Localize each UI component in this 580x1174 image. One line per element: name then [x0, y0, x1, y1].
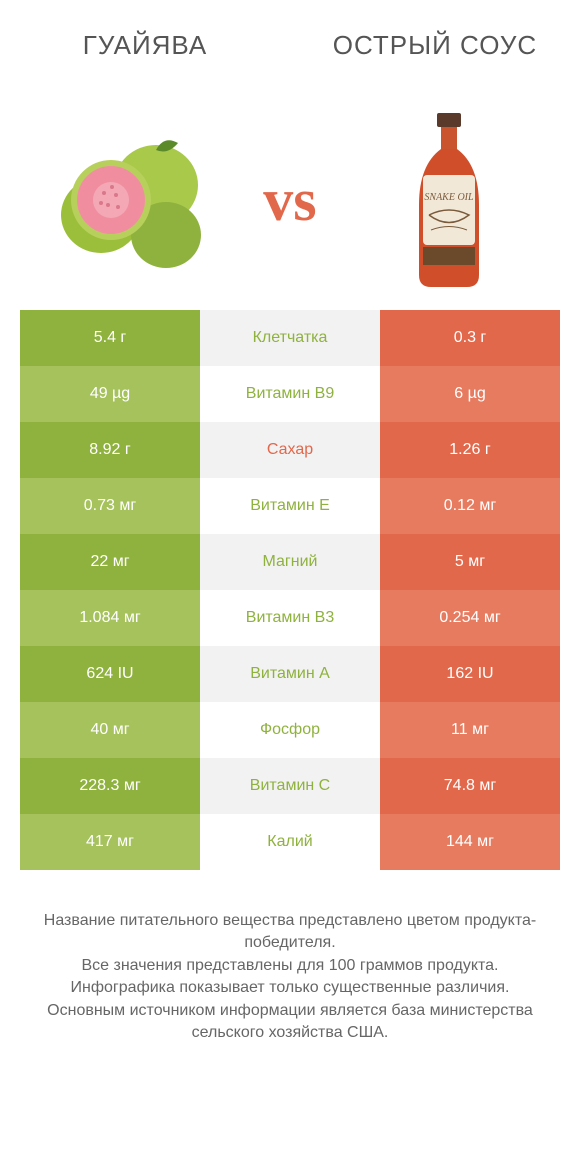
right-value: 11 мг — [380, 702, 560, 758]
left-value: 228.3 мг — [20, 758, 200, 814]
left-value: 0.73 мг — [20, 478, 200, 534]
right-value: 0.12 мг — [380, 478, 560, 534]
table-row: 1.084 мгВитамин B30.254 мг — [20, 590, 560, 646]
nutrient-label: Фосфор — [200, 702, 380, 758]
footer-line: Название питательного вещества представл… — [20, 910, 560, 955]
left-product-image — [41, 110, 221, 290]
right-value: 144 мг — [380, 814, 560, 870]
footer-line: Основным источником информации является … — [20, 1000, 560, 1045]
header-right: ОСТРЫЙ СОУС — [290, 30, 580, 61]
nutrient-label: Сахар — [200, 422, 380, 478]
left-value: 5.4 г — [20, 310, 200, 366]
table-row: 22 мгМагний5 мг — [20, 534, 560, 590]
table-row: 40 мгФосфор11 мг — [20, 702, 560, 758]
nutrient-label: Клетчатка — [200, 310, 380, 366]
vs-label: vs — [263, 166, 316, 235]
left-value: 22 мг — [20, 534, 200, 590]
right-value: 162 IU — [380, 646, 560, 702]
table-row: 49 µgВитамин B96 µg — [20, 366, 560, 422]
nutrient-label: Витамин B9 — [200, 366, 380, 422]
left-value: 1.084 мг — [20, 590, 200, 646]
left-value: 40 мг — [20, 702, 200, 758]
table-row: 417 мгКалий144 мг — [20, 814, 560, 870]
table-row: 0.73 мгВитамин E0.12 мг — [20, 478, 560, 534]
nutrient-label: Магний — [200, 534, 380, 590]
right-value: 0.3 г — [380, 310, 560, 366]
right-value: 74.8 мг — [380, 758, 560, 814]
svg-text:SNAKE OIL: SNAKE OIL — [424, 192, 474, 203]
left-value: 8.92 г — [20, 422, 200, 478]
nutrient-label: Витамин E — [200, 478, 380, 534]
nutrient-label: Витамин B3 — [200, 590, 380, 646]
right-value: 6 µg — [380, 366, 560, 422]
header-row: ГУАЙЯВА ОСТРЫЙ СОУС — [0, 0, 580, 90]
table-row: 228.3 мгВитамин C74.8 мг — [20, 758, 560, 814]
table-row: 8.92 гСахар1.26 г — [20, 422, 560, 478]
footer-line: Все значения представлены для 100 граммо… — [20, 955, 560, 977]
left-value: 417 мг — [20, 814, 200, 870]
left-value: 624 IU — [20, 646, 200, 702]
left-value: 49 µg — [20, 366, 200, 422]
hot-sauce-bottle-icon: SNAKE OIL — [389, 105, 509, 295]
guava-icon — [46, 115, 216, 285]
images-row: vs SNAKE OIL — [0, 90, 580, 310]
comparison-table: 5.4 гКлетчатка0.3 г49 µgВитамин B96 µg8.… — [0, 310, 580, 870]
table-row: 5.4 гКлетчатка0.3 г — [20, 310, 560, 366]
nutrient-label: Витамин A — [200, 646, 380, 702]
right-product-image: SNAKE OIL — [359, 110, 539, 290]
footer-text: Название питательного вещества представл… — [0, 870, 580, 1044]
nutrient-label: Витамин C — [200, 758, 380, 814]
right-value: 0.254 мг — [380, 590, 560, 646]
nutrient-label: Калий — [200, 814, 380, 870]
right-value: 1.26 г — [380, 422, 560, 478]
right-value: 5 мг — [380, 534, 560, 590]
footer-line: Инфографика показывает только существенн… — [20, 977, 560, 999]
table-row: 624 IUВитамин A162 IU — [20, 646, 560, 702]
header-left: ГУАЙЯВА — [0, 30, 290, 61]
